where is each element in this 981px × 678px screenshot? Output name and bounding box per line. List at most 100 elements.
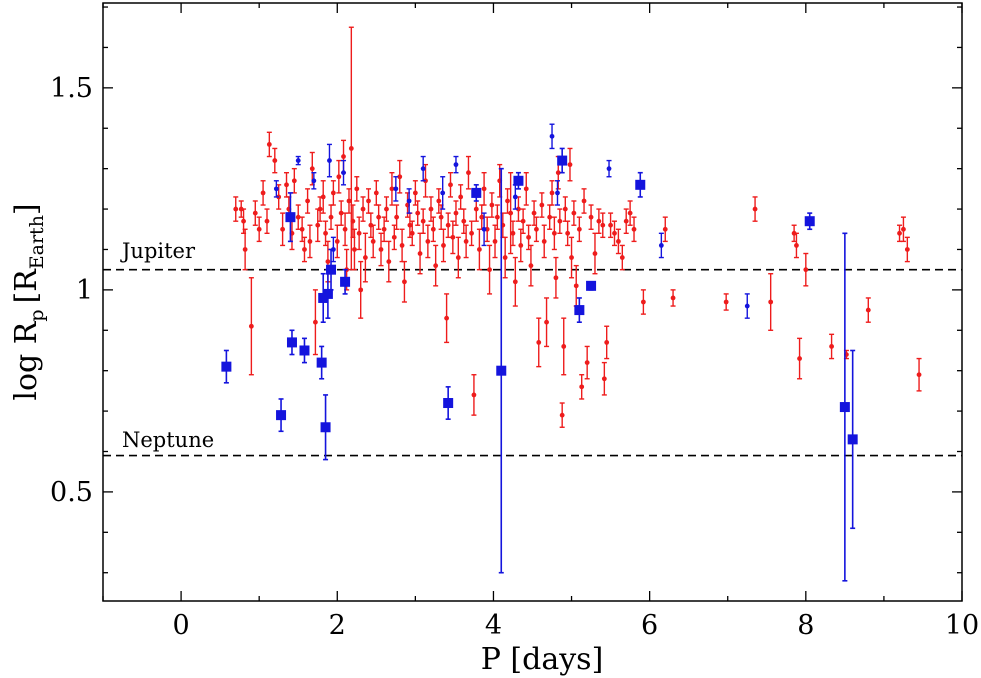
data-point — [640, 289, 646, 315]
data-point — [252, 200, 258, 226]
circle-marker — [662, 226, 668, 232]
circle-marker — [569, 255, 574, 260]
circle-marker — [420, 166, 426, 172]
circle-marker — [505, 198, 510, 204]
circle-marker — [438, 214, 444, 220]
data-point — [465, 155, 471, 190]
circle-marker — [476, 247, 482, 252]
data-point — [394, 204, 400, 230]
circle-marker — [252, 210, 258, 216]
data-point — [373, 180, 379, 206]
x-tick-label: 6 — [641, 610, 658, 641]
circle-marker — [547, 214, 553, 220]
data-point — [311, 172, 317, 190]
y-axis-title-bracket-close: ] — [9, 203, 44, 215]
circle-marker — [567, 162, 573, 168]
data-point — [606, 159, 612, 178]
data-point — [523, 172, 529, 206]
square-marker — [326, 264, 337, 275]
data-point — [565, 220, 571, 247]
data-point — [233, 196, 239, 222]
data-point — [554, 180, 560, 206]
circle-marker — [631, 226, 637, 232]
square-marker — [635, 179, 646, 190]
circle-marker — [406, 198, 412, 204]
circle-marker — [328, 214, 334, 220]
data-point — [448, 172, 454, 198]
square-marker — [221, 361, 232, 372]
circle-marker — [541, 238, 547, 244]
x-axis: 0 2 4 6 8 10 — [102, 3, 979, 641]
data-point — [528, 244, 534, 287]
data-point — [600, 212, 606, 239]
square-marker — [299, 345, 310, 356]
data-point — [328, 204, 334, 230]
circle-marker — [561, 344, 567, 349]
data-point — [515, 196, 521, 222]
circle-marker — [360, 206, 366, 212]
data-point — [299, 337, 310, 364]
circle-marker — [555, 170, 561, 176]
data-point — [557, 208, 563, 235]
data-point — [631, 216, 637, 243]
data-point — [611, 220, 617, 247]
circle-marker — [606, 166, 612, 172]
data-point — [463, 224, 469, 259]
circle-marker — [341, 154, 346, 159]
circle-marker — [409, 230, 415, 236]
circle-marker — [553, 275, 559, 281]
y-axis-title-bracket-open: [R — [9, 268, 44, 304]
circle-marker — [302, 247, 307, 252]
circle-marker — [453, 210, 459, 216]
circle-marker — [402, 279, 407, 285]
data-point — [356, 216, 362, 251]
data-point — [397, 159, 403, 194]
data-point — [496, 167, 507, 574]
circle-marker — [272, 158, 278, 163]
y-axis-title-sub-p: p — [26, 310, 48, 322]
circle-marker — [248, 323, 254, 329]
y-axis: 0.5 1 1.5 — [50, 6, 962, 574]
circle-marker — [415, 210, 421, 216]
circle-marker — [458, 194, 464, 200]
x-axis-title: P [days] — [481, 642, 604, 677]
data-point — [803, 252, 809, 287]
circle-marker — [829, 344, 834, 349]
circle-marker — [752, 206, 758, 212]
data-point — [608, 212, 614, 239]
circle-marker — [559, 412, 565, 418]
circle-marker — [768, 299, 774, 305]
data-point — [536, 317, 542, 368]
data-point — [481, 172, 487, 206]
square-marker — [286, 337, 297, 348]
data-point — [557, 147, 568, 174]
circle-marker — [334, 238, 340, 244]
circle-marker — [394, 214, 400, 220]
circle-marker — [904, 247, 910, 252]
circle-marker — [313, 319, 318, 325]
circle-marker — [256, 226, 262, 232]
data-point — [305, 188, 311, 214]
data-point — [264, 208, 270, 235]
data-point — [440, 228, 446, 263]
data-point — [502, 236, 508, 279]
square-marker — [322, 288, 333, 299]
circle-marker — [571, 210, 577, 216]
circle-marker — [295, 158, 301, 163]
data-point — [458, 184, 464, 210]
circle-marker — [381, 226, 387, 232]
x-tick-label: 2 — [329, 610, 346, 641]
data-point — [444, 293, 450, 344]
circle-marker — [336, 174, 342, 180]
circle-marker — [557, 218, 563, 224]
circle-marker — [260, 190, 266, 196]
circle-marker — [576, 226, 582, 232]
circle-marker — [916, 372, 922, 378]
circle-marker — [901, 226, 906, 232]
data-point — [916, 357, 922, 392]
data-point — [904, 236, 910, 263]
data-point — [406, 188, 412, 214]
circle-marker — [273, 186, 279, 192]
circle-marker — [616, 238, 621, 244]
circle-marker — [242, 247, 248, 252]
